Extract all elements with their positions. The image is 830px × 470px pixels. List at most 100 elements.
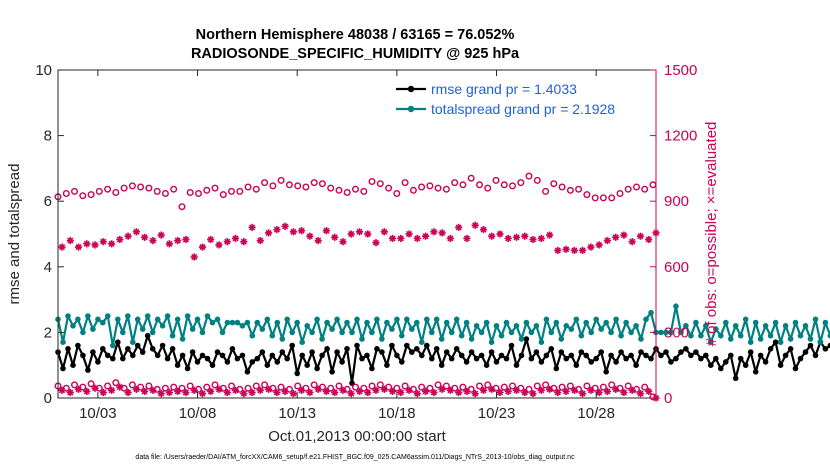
data-point bbox=[434, 184, 442, 192]
data-point bbox=[633, 183, 641, 191]
data-point bbox=[394, 316, 400, 323]
data-point bbox=[259, 326, 266, 332]
data-point bbox=[503, 355, 510, 362]
data-point bbox=[204, 355, 211, 362]
data-point bbox=[608, 194, 616, 202]
data-point bbox=[394, 352, 400, 359]
data-point bbox=[302, 183, 310, 191]
data-point bbox=[473, 355, 480, 362]
data-point bbox=[234, 319, 241, 326]
asterisk-stroke bbox=[546, 386, 553, 393]
asterisk-stroke bbox=[579, 247, 586, 254]
data-point bbox=[603, 237, 612, 245]
data-point bbox=[476, 382, 484, 390]
asterisk-stroke bbox=[91, 241, 99, 248]
data-point bbox=[612, 385, 620, 393]
data-point bbox=[368, 177, 376, 185]
asterisk-stroke bbox=[339, 387, 347, 394]
data-point bbox=[529, 390, 537, 398]
asterisk-stroke bbox=[389, 235, 396, 242]
data-point bbox=[493, 359, 500, 365]
data-point bbox=[154, 316, 161, 323]
data-point bbox=[397, 234, 405, 242]
data-point bbox=[74, 385, 83, 393]
data-point bbox=[149, 237, 157, 245]
data-point bbox=[723, 359, 729, 365]
data-point bbox=[219, 352, 226, 359]
asterisk-stroke bbox=[191, 387, 198, 394]
data-point bbox=[624, 382, 632, 390]
data-point bbox=[566, 382, 574, 390]
data-point bbox=[683, 323, 689, 329]
data-point bbox=[782, 323, 789, 329]
plot-area bbox=[54, 172, 830, 402]
asterisk-stroke bbox=[529, 390, 537, 397]
data-point bbox=[344, 319, 350, 326]
data-point bbox=[219, 329, 226, 336]
data-point bbox=[231, 386, 240, 394]
data-point bbox=[306, 388, 314, 397]
data-point bbox=[409, 326, 415, 332]
data-point bbox=[548, 346, 555, 352]
data-point bbox=[79, 192, 87, 200]
data-point bbox=[767, 332, 774, 339]
asterisk-stroke bbox=[604, 388, 611, 395]
data-point bbox=[376, 381, 384, 389]
data-point bbox=[703, 323, 709, 329]
asterisk-stroke bbox=[232, 387, 239, 394]
data-point bbox=[443, 319, 450, 326]
data-point bbox=[199, 352, 206, 359]
asterisk-stroke bbox=[406, 387, 413, 394]
data-point bbox=[404, 342, 410, 349]
data-point bbox=[542, 187, 550, 195]
asterisk-stroke bbox=[604, 237, 611, 244]
asterisk-stroke bbox=[422, 233, 429, 240]
data-point bbox=[430, 388, 438, 397]
data-point bbox=[215, 385, 223, 393]
asterisk-stroke bbox=[67, 237, 74, 244]
asterisk-stroke bbox=[620, 389, 627, 396]
data-point bbox=[178, 384, 186, 392]
data-point bbox=[570, 386, 579, 394]
data-point bbox=[471, 221, 479, 229]
data-point bbox=[459, 383, 467, 391]
data-point bbox=[134, 316, 141, 323]
data-point bbox=[107, 240, 116, 248]
data-point bbox=[591, 194, 599, 202]
data-point bbox=[360, 187, 368, 195]
data-point bbox=[379, 349, 385, 355]
asterisk-stroke bbox=[108, 387, 115, 394]
data-point bbox=[184, 313, 191, 319]
asterisk-stroke bbox=[306, 233, 313, 240]
data-point bbox=[339, 359, 345, 365]
data-point bbox=[186, 382, 194, 390]
data-point bbox=[254, 355, 261, 362]
data-point bbox=[120, 355, 126, 362]
data-point bbox=[673, 355, 679, 362]
asterisk-stroke bbox=[182, 236, 189, 243]
data-point bbox=[523, 319, 530, 326]
data-point bbox=[174, 387, 182, 395]
data-point bbox=[165, 240, 173, 248]
data-point bbox=[593, 355, 599, 362]
data-point bbox=[468, 349, 475, 355]
data-point bbox=[488, 232, 496, 240]
data-point bbox=[405, 386, 413, 394]
data-point bbox=[322, 227, 330, 235]
data-point bbox=[211, 381, 219, 389]
data-point bbox=[379, 336, 385, 342]
data-point bbox=[58, 386, 66, 394]
data-point bbox=[628, 386, 636, 394]
data-point bbox=[433, 316, 440, 323]
data-point bbox=[115, 339, 121, 346]
data-point bbox=[718, 332, 724, 339]
data-point bbox=[279, 349, 286, 355]
data-point bbox=[458, 332, 465, 339]
data-point bbox=[397, 388, 405, 397]
data-point bbox=[698, 355, 704, 362]
data-point bbox=[463, 234, 471, 242]
data-point bbox=[419, 339, 425, 346]
data-point bbox=[85, 313, 91, 319]
data-point bbox=[496, 230, 504, 238]
